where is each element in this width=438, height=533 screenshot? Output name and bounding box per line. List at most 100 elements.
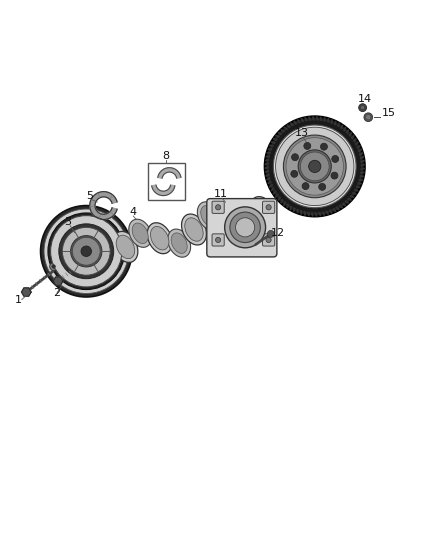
Polygon shape	[269, 146, 273, 147]
Polygon shape	[315, 213, 317, 216]
Polygon shape	[338, 123, 339, 127]
Polygon shape	[309, 117, 311, 120]
Polygon shape	[276, 135, 279, 138]
Ellipse shape	[129, 219, 152, 247]
Polygon shape	[358, 149, 362, 152]
Ellipse shape	[250, 197, 275, 228]
Circle shape	[67, 267, 71, 270]
Polygon shape	[343, 127, 346, 131]
Polygon shape	[360, 175, 364, 177]
Polygon shape	[305, 117, 307, 121]
Circle shape	[283, 135, 346, 198]
Polygon shape	[297, 119, 300, 123]
Polygon shape	[267, 152, 270, 154]
Polygon shape	[348, 198, 352, 200]
Polygon shape	[281, 130, 285, 132]
Polygon shape	[325, 211, 328, 215]
Polygon shape	[332, 209, 336, 212]
Text: 12: 12	[271, 228, 285, 238]
Polygon shape	[271, 142, 275, 144]
Circle shape	[41, 206, 132, 297]
Circle shape	[364, 113, 373, 122]
Text: 2: 2	[53, 288, 60, 298]
Polygon shape	[346, 130, 349, 133]
Polygon shape	[361, 172, 364, 174]
Polygon shape	[21, 288, 31, 296]
Polygon shape	[265, 166, 268, 168]
Polygon shape	[350, 195, 354, 197]
Ellipse shape	[151, 227, 169, 250]
Polygon shape	[268, 149, 272, 150]
Text: 1: 1	[14, 295, 21, 305]
Circle shape	[331, 172, 338, 179]
Ellipse shape	[171, 233, 187, 253]
Polygon shape	[304, 212, 306, 215]
Polygon shape	[265, 163, 268, 165]
Polygon shape	[327, 118, 329, 122]
Polygon shape	[90, 192, 117, 220]
Polygon shape	[341, 125, 343, 129]
Text: 13: 13	[295, 128, 309, 138]
Text: 8: 8	[162, 150, 170, 160]
Polygon shape	[273, 191, 276, 194]
Text: 3: 3	[64, 217, 71, 227]
Polygon shape	[345, 200, 349, 203]
Circle shape	[319, 183, 326, 190]
Polygon shape	[353, 192, 357, 194]
Polygon shape	[339, 205, 343, 208]
Ellipse shape	[216, 205, 241, 236]
Polygon shape	[301, 118, 304, 122]
Polygon shape	[293, 208, 295, 212]
Polygon shape	[276, 194, 278, 197]
Polygon shape	[269, 184, 272, 188]
Circle shape	[215, 237, 221, 243]
Circle shape	[321, 143, 328, 150]
Polygon shape	[278, 132, 282, 135]
Circle shape	[291, 171, 298, 177]
Ellipse shape	[181, 214, 206, 245]
Circle shape	[266, 205, 271, 210]
Circle shape	[225, 207, 265, 248]
Circle shape	[59, 224, 114, 279]
Polygon shape	[297, 209, 299, 213]
Circle shape	[72, 237, 100, 265]
Circle shape	[360, 106, 365, 110]
Circle shape	[309, 160, 321, 173]
Circle shape	[332, 156, 339, 163]
Polygon shape	[361, 160, 364, 163]
Polygon shape	[287, 204, 289, 208]
Bar	[148, 163, 185, 200]
Polygon shape	[294, 121, 297, 124]
Text: 11: 11	[213, 189, 227, 199]
Polygon shape	[361, 165, 365, 166]
Circle shape	[286, 138, 343, 195]
Polygon shape	[290, 123, 293, 126]
Circle shape	[48, 213, 124, 289]
Polygon shape	[267, 177, 270, 180]
Circle shape	[49, 263, 57, 270]
Circle shape	[300, 152, 329, 181]
Circle shape	[302, 183, 309, 190]
Polygon shape	[354, 189, 358, 191]
Circle shape	[265, 116, 365, 216]
Polygon shape	[284, 127, 287, 130]
Polygon shape	[278, 197, 281, 200]
Ellipse shape	[116, 235, 134, 259]
Ellipse shape	[201, 206, 217, 226]
Polygon shape	[336, 207, 339, 210]
Ellipse shape	[240, 215, 256, 236]
Circle shape	[298, 150, 331, 183]
Polygon shape	[290, 206, 292, 210]
Polygon shape	[356, 186, 360, 188]
Polygon shape	[360, 153, 363, 156]
Circle shape	[65, 265, 73, 272]
FancyBboxPatch shape	[262, 234, 275, 246]
Polygon shape	[265, 159, 269, 161]
Circle shape	[81, 246, 92, 256]
Polygon shape	[357, 146, 360, 149]
Polygon shape	[320, 117, 322, 120]
Polygon shape	[300, 211, 302, 215]
Circle shape	[50, 215, 122, 287]
Ellipse shape	[132, 223, 148, 244]
Text: 15: 15	[382, 108, 396, 118]
